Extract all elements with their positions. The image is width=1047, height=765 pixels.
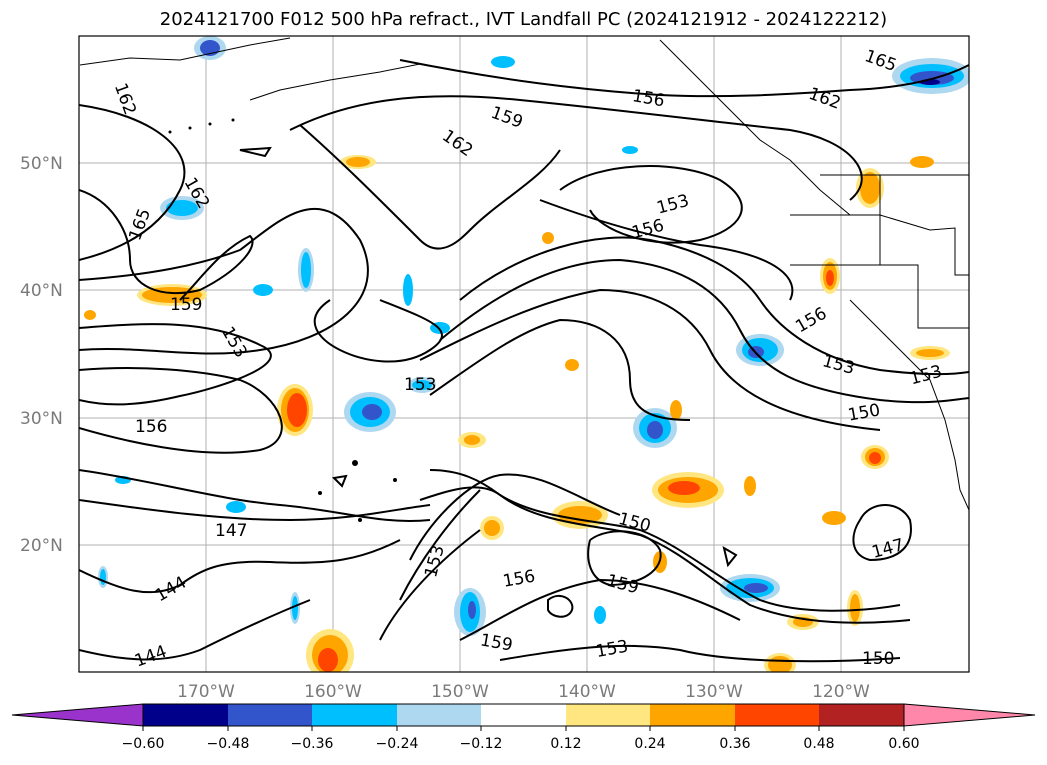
contour-label: 156 [135, 417, 167, 437]
colorbar-tick-label: 0.36 [719, 736, 750, 752]
colorbar-segment [566, 704, 650, 726]
contour-label: 147 [215, 521, 247, 541]
colorbar-tick-label: 0.12 [550, 736, 581, 752]
colorbar-tick-label: −0.48 [207, 736, 250, 752]
colorbar-tick-label: −0.60 [122, 736, 165, 752]
colorbar-segment [143, 704, 228, 726]
colorbar-tick-label: 0.24 [634, 736, 665, 752]
colorbar-extend-high [903, 703, 1036, 727]
contour-label: 150 [862, 649, 894, 669]
colorbar-tick-label: −0.12 [460, 736, 503, 752]
islands [168, 118, 397, 522]
map-title: 2024121700 F012 500 hPa refract., IVT La… [159, 9, 888, 30]
shaded-anomalies [84, 36, 969, 672]
lon-label: 140°W [558, 682, 616, 702]
contour-label: 153 [404, 375, 436, 395]
colorbar-tick-label: 0.60 [888, 736, 919, 752]
lat-label: 30°N [20, 409, 63, 429]
lat-label: 20°N [20, 536, 63, 556]
colorbar: −0.60 −0.48 −0.36 −0.24 −0.12 0.12 0.24 … [11, 703, 1036, 752]
colorbar-extend-low [11, 703, 144, 727]
plot-frame [78, 35, 970, 673]
colorbar-segment [312, 704, 397, 726]
colorbar-segment [650, 704, 735, 726]
colorbar-segment [819, 704, 904, 726]
lat-labels: 50°N 40°N 30°N 20°N [20, 154, 63, 556]
colorbar-tick-label: −0.36 [291, 736, 334, 752]
colorbar-segment [228, 704, 312, 726]
lon-label: 120°W [812, 682, 870, 702]
lat-label: 50°N [20, 154, 63, 174]
colorbar-frame [142, 703, 905, 727]
lon-label: 150°W [431, 682, 489, 702]
colorbar-tick-label: −0.24 [376, 736, 419, 752]
refractivity-contours [79, 59, 969, 663]
lon-label: 160°W [304, 682, 362, 702]
colorbar-tick-label: 0.48 [803, 736, 834, 752]
lon-label: 170°W [177, 682, 235, 702]
colorbar-segment [481, 704, 566, 726]
contour-label: 159 [170, 295, 202, 315]
colorbar-segment [735, 704, 819, 726]
colorbar-segment [397, 704, 481, 726]
lat-label: 40°N [20, 281, 63, 301]
gridlines [79, 36, 969, 672]
lon-labels: 170°W 160°W 150°W 140°W 130°W 120°W [177, 682, 870, 702]
lon-label: 130°W [685, 682, 743, 702]
